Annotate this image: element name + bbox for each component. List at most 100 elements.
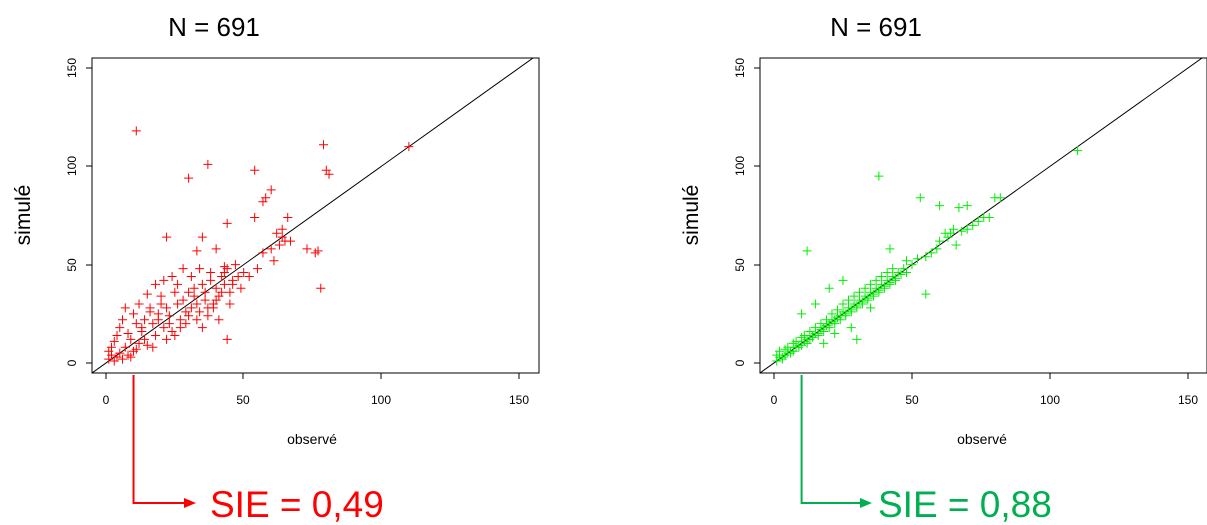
y-tick-label: 100 bbox=[65, 156, 79, 176]
data-point bbox=[302, 244, 312, 254]
data-point bbox=[203, 159, 213, 169]
annotation-arrow bbox=[800, 375, 864, 504]
data-point bbox=[159, 323, 169, 333]
data-point bbox=[882, 268, 892, 278]
data-point bbox=[896, 270, 906, 279]
data-point bbox=[321, 165, 331, 175]
data-point bbox=[819, 338, 829, 348]
data-point bbox=[131, 126, 141, 136]
data-point bbox=[140, 315, 150, 325]
data-point bbox=[175, 315, 185, 325]
data-point bbox=[808, 332, 818, 342]
chart-title: N = 691 bbox=[830, 12, 922, 42]
data-point bbox=[181, 319, 191, 329]
data-point bbox=[877, 271, 887, 281]
x-tick-label: 50 bbox=[905, 393, 919, 407]
data-point bbox=[170, 330, 180, 340]
data-point bbox=[258, 197, 268, 207]
data-point bbox=[129, 309, 139, 319]
y-tick-label: 150 bbox=[65, 58, 79, 78]
data-point bbox=[222, 218, 232, 228]
data-point bbox=[107, 342, 117, 352]
y-axis: 0 50 100 150 bbox=[65, 58, 93, 366]
data-point bbox=[184, 311, 194, 321]
data-point bbox=[863, 295, 873, 305]
data-point bbox=[167, 271, 177, 281]
data-point bbox=[921, 252, 931, 262]
data-point bbox=[211, 295, 221, 305]
data-point bbox=[126, 352, 136, 362]
data-point bbox=[285, 236, 295, 246]
data-point bbox=[885, 244, 895, 254]
data-point bbox=[890, 275, 900, 285]
data-point bbox=[852, 334, 862, 344]
x-tick-label: 150 bbox=[509, 393, 529, 407]
data-point bbox=[830, 329, 840, 338]
data-point bbox=[120, 303, 130, 313]
data-point bbox=[810, 299, 820, 309]
data-point bbox=[868, 291, 878, 301]
data-point bbox=[805, 327, 815, 337]
data-point bbox=[156, 299, 166, 309]
data-point bbox=[879, 283, 889, 293]
data-point bbox=[907, 260, 917, 270]
chart-title: N = 691 bbox=[168, 12, 260, 42]
data-point bbox=[269, 256, 279, 266]
data-point bbox=[901, 256, 911, 266]
data-point bbox=[838, 275, 848, 285]
sie-annotation: SIE = 0,88 bbox=[878, 484, 1052, 525]
data-point bbox=[962, 201, 972, 211]
data-point bbox=[134, 338, 144, 348]
data-point bbox=[170, 287, 180, 297]
y-axis: 0 50 100 150 bbox=[733, 58, 761, 366]
data-point bbox=[153, 309, 163, 319]
data-point bbox=[272, 228, 282, 238]
data-point bbox=[126, 334, 136, 344]
data-point bbox=[316, 283, 326, 293]
y-tick-label: 100 bbox=[733, 156, 747, 176]
data-point bbox=[203, 311, 213, 321]
data-point bbox=[118, 354, 128, 364]
data-point bbox=[178, 264, 188, 274]
data-point bbox=[926, 248, 936, 258]
data-point bbox=[951, 240, 961, 250]
data-point bbox=[131, 319, 141, 329]
data-point bbox=[866, 279, 876, 289]
data-point bbox=[159, 275, 169, 285]
data-point bbox=[802, 338, 812, 348]
data-point bbox=[932, 244, 942, 254]
data-point bbox=[816, 319, 826, 329]
data-point bbox=[913, 254, 923, 264]
data-point bbox=[164, 319, 174, 329]
data-point bbox=[228, 279, 238, 289]
x-axis-label: observé bbox=[287, 431, 337, 447]
data-point bbox=[156, 291, 166, 301]
y-tick-label: 0 bbox=[733, 359, 747, 366]
data-point bbox=[211, 244, 221, 254]
data-point bbox=[142, 289, 152, 299]
y-axis-label: simulé bbox=[680, 185, 703, 246]
data-point bbox=[783, 342, 793, 352]
identity-line bbox=[92, 58, 534, 373]
data-point bbox=[244, 271, 254, 281]
x-tick-label: 100 bbox=[371, 393, 391, 407]
data-point bbox=[192, 299, 202, 309]
y-tick-label: 0 bbox=[65, 359, 79, 366]
data-point bbox=[219, 279, 229, 289]
data-point bbox=[233, 271, 243, 281]
data-point bbox=[841, 311, 851, 321]
data-point bbox=[208, 303, 218, 313]
data-point bbox=[827, 309, 837, 319]
data-point bbox=[799, 330, 809, 340]
data-point bbox=[211, 283, 221, 293]
data-point bbox=[319, 140, 329, 150]
data-point bbox=[115, 348, 125, 358]
data-point bbox=[162, 232, 172, 242]
data-point bbox=[134, 299, 144, 309]
data-point bbox=[775, 346, 785, 356]
data-point bbox=[173, 279, 183, 289]
data-point bbox=[830, 319, 840, 329]
data-point bbox=[148, 319, 158, 329]
data-point bbox=[200, 295, 210, 305]
